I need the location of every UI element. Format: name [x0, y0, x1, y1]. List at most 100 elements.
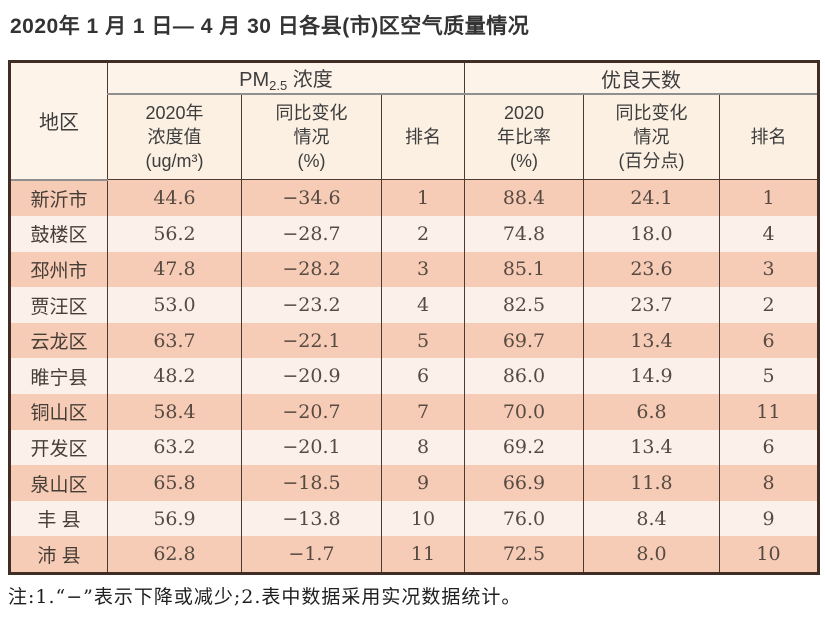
table-row: 邳州市 47.8 −28.2 3 85.1 23.6 3	[9, 251, 820, 288]
pm25-label-prefix: PM	[239, 69, 270, 91]
region-cell: 铜山区	[9, 394, 108, 430]
pm-change-cell: −23.2	[241, 287, 382, 323]
gd-rank-cell: 1	[718, 179, 820, 217]
pm-change-cell: −18.5	[241, 465, 382, 501]
pm-change-header: 同比变化 情况 (%)	[241, 94, 382, 180]
gd-change-cell: 14.9	[583, 358, 720, 395]
region-column-header: 地区	[9, 61, 108, 181]
pm-rank-header: 排名	[381, 94, 465, 180]
gd-rank-cell: 4	[718, 216, 820, 252]
region-cell: 鼓楼区	[9, 216, 108, 252]
header-group-row: 地区 PM2.5 浓度 优良天数	[9, 61, 820, 181]
table-row: 鼓楼区 56.2 −28.7 2 74.8 18.0 4	[9, 216, 820, 252]
pm-rank-cell: 10	[381, 500, 465, 537]
region-cell: 开发区	[9, 429, 108, 466]
gd-change-cell: 6.8	[583, 394, 720, 430]
pm-change-cell: −22.1	[241, 322, 382, 359]
pm-value-cell: 44.6	[107, 179, 242, 217]
footnote: 注:1.“−”表示下降或减少;2.表中数据采用实况数据统计。	[8, 586, 522, 608]
table-row: 睢宁县 48.2 −20.9 6 86.0 14.9 5	[9, 358, 820, 395]
gd-rank-cell: 9	[718, 500, 820, 537]
pm-change-cell: −13.8	[241, 500, 382, 537]
gd-change-cell: 13.4	[583, 322, 720, 359]
gd-rate-cell: 72.5	[464, 536, 584, 574]
gd-rate-cell: 82.5	[464, 287, 584, 323]
gd-rate-cell: 86.0	[464, 358, 584, 395]
region-cell: 泉山区	[9, 465, 108, 501]
gd-change-cell: 23.7	[583, 287, 720, 323]
pm-rank-cell: 1	[381, 179, 465, 217]
pm-rank-cell: 4	[381, 287, 465, 323]
gd-change-cell: 24.1	[583, 179, 720, 217]
gd-change-cell: 11.8	[583, 465, 720, 501]
pm-rank-cell: 6	[381, 358, 465, 395]
gd-rate-cell: 88.4	[464, 179, 584, 217]
pm-change-cell: −34.6	[241, 179, 382, 217]
gd-rank-cell: 6	[718, 429, 820, 466]
pm-change-cell: −20.9	[241, 358, 382, 395]
pm-rank-cell: 8	[381, 429, 465, 466]
region-cell: 新沂市	[9, 179, 108, 217]
gd-rate-cell: 85.1	[464, 251, 584, 288]
pm-rank-cell: 7	[381, 394, 465, 430]
pm-change-cell: −28.7	[241, 216, 382, 252]
air-quality-table: 地区 PM2.5 浓度 优良天数 2020年 浓度值 (ug/m³) 同比变化 …	[8, 60, 821, 576]
pm-value-header: 2020年 浓度值 (ug/m³)	[107, 94, 242, 180]
pm-value-cell: 63.7	[107, 322, 242, 359]
pm-rank-cell: 3	[381, 251, 465, 288]
gd-rate-cell: 76.0	[464, 500, 584, 537]
table-row: 铜山区 58.4 −20.7 7 70.0 6.8 11	[9, 394, 820, 430]
gd-rank-cell: 2	[718, 287, 820, 323]
pm-value-cell: 62.8	[107, 536, 242, 574]
region-cell: 睢宁县	[9, 358, 108, 395]
gd-rank-cell: 6	[718, 322, 820, 359]
table-row: 贾汪区 53.0 −23.2 4 82.5 23.7 2	[9, 287, 820, 323]
table-row: 新沂市 44.6 −34.6 1 88.4 24.1 1	[9, 179, 820, 217]
gd-rate-cell: 69.7	[464, 322, 584, 359]
page-title: 2020年 1 月 1 日— 4 月 30 日各县(市)区空气质量情况	[10, 15, 530, 38]
pm25-label-suffix: 浓度	[287, 69, 333, 91]
pm-value-cell: 58.4	[107, 394, 242, 430]
gd-rank-cell: 5	[718, 358, 820, 395]
pm-change-cell: −20.7	[241, 394, 382, 430]
region-cell: 沛 县	[9, 536, 108, 574]
pm-value-cell: 56.2	[107, 216, 242, 252]
table-row: 开发区 63.2 −20.1 8 69.2 13.4 6	[9, 429, 820, 466]
pm-value-cell: 53.0	[107, 287, 242, 323]
pm-value-cell: 63.2	[107, 429, 242, 466]
good-days-group-header: 优良天数	[463, 61, 820, 95]
gd-rank-header: 排名	[718, 94, 820, 180]
table-row: 泉山区 65.8 −18.5 9 66.9 11.8 8	[9, 465, 820, 501]
pm25-group-header: PM2.5 浓度	[107, 61, 465, 95]
region-cell: 邳州市	[9, 251, 108, 288]
region-cell: 丰 县	[9, 500, 108, 537]
gd-change-cell: 8.0	[583, 536, 720, 574]
pm-value-cell: 65.8	[107, 465, 242, 501]
region-cell: 贾汪区	[9, 287, 108, 323]
pm-value-cell: 56.9	[107, 500, 242, 537]
gd-change-header: 同比变化 情况 (百分点)	[583, 94, 720, 180]
gd-change-cell: 23.6	[583, 251, 720, 288]
gd-rate-header: 2020 年比率 (%)	[464, 94, 584, 180]
gd-rate-cell: 74.8	[464, 216, 584, 252]
gd-rate-cell: 69.2	[464, 429, 584, 466]
gd-change-cell: 8.4	[583, 500, 720, 537]
pm25-label-subscript: 2.5	[269, 78, 288, 93]
gd-rate-cell: 70.0	[464, 394, 584, 430]
gd-change-cell: 13.4	[583, 429, 720, 466]
header-sub-row: 2020年 浓度值 (ug/m³) 同比变化 情况 (%) 排名 2020 年比…	[10, 94, 820, 180]
pm-rank-cell: 2	[381, 216, 465, 252]
gd-change-cell: 18.0	[583, 216, 720, 252]
gd-rate-cell: 66.9	[464, 465, 584, 501]
gd-rank-cell: 3	[718, 251, 820, 288]
table-row: 沛 县 62.8 −1.7 11 72.5 8.0 10	[9, 536, 820, 574]
pm-rank-cell: 11	[381, 536, 465, 574]
pm-change-cell: −20.1	[241, 429, 382, 466]
pm-value-cell: 47.8	[107, 251, 242, 288]
gd-rank-cell: 8	[718, 465, 820, 501]
pm-change-cell: −1.7	[241, 536, 382, 574]
table-row: 云龙区 63.7 −22.1 5 69.7 13.4 6	[9, 322, 820, 359]
pm-rank-cell: 5	[381, 322, 465, 359]
pm-change-cell: −28.2	[241, 251, 382, 288]
